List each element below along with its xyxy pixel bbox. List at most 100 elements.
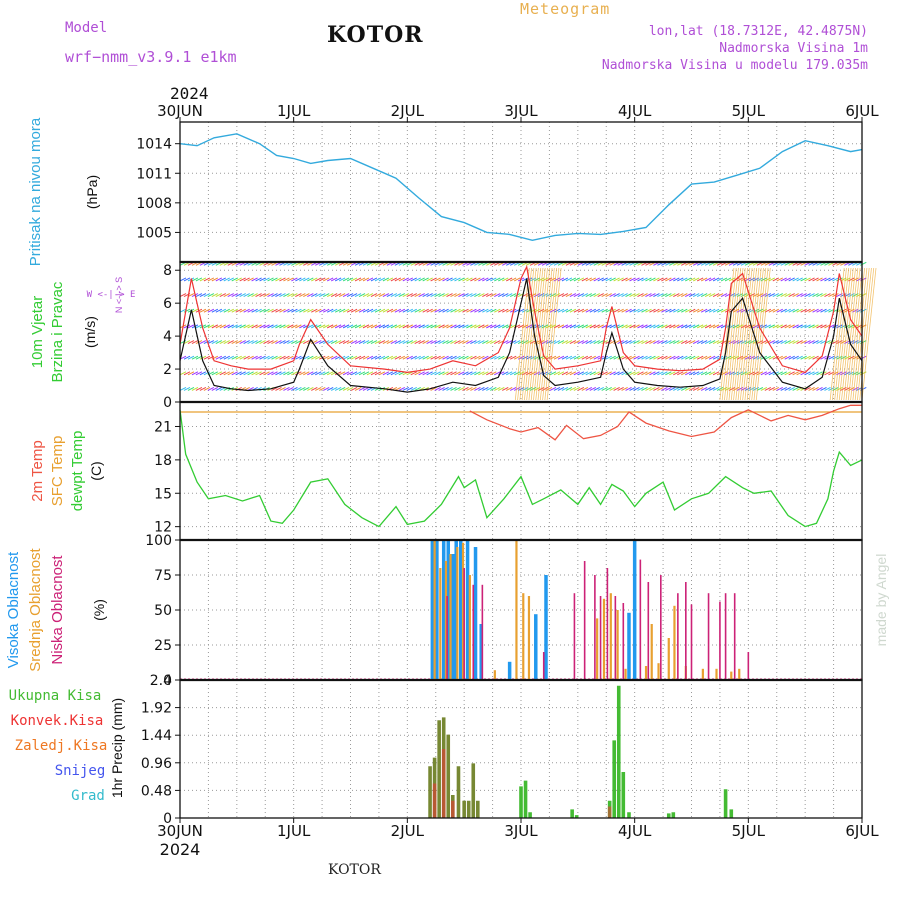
wind-barb <box>195 355 203 360</box>
wind-barb <box>450 308 457 313</box>
x-year-label: 2024 <box>160 840 201 859</box>
wind-barb <box>569 371 577 376</box>
wind-barb <box>231 293 238 298</box>
wind-barb <box>669 324 676 329</box>
wind-barb <box>577 371 585 376</box>
wind-barb <box>505 293 513 298</box>
x-tick-label-top: 1JUL <box>277 102 311 120</box>
wind-barb <box>490 308 497 313</box>
wind-barb <box>358 387 366 391</box>
y-tick-label: 1008 <box>136 196 172 212</box>
wind-barb <box>263 324 270 329</box>
cloud-bar-mid <box>515 540 518 680</box>
model-name: wrf−nmm_v3.9.1 e1km <box>65 48 237 66</box>
wind-barb <box>565 308 573 313</box>
wind-barb <box>418 340 425 344</box>
storm-barb <box>753 267 769 401</box>
wind-barb <box>263 293 270 298</box>
wind-barb <box>661 355 668 360</box>
wind-barb <box>486 340 493 344</box>
wind-barb <box>657 340 664 344</box>
wind-barb <box>784 324 791 329</box>
wind-barb <box>565 277 573 282</box>
cloud-axis-title-1: Visoka Oblacnost <box>5 551 22 668</box>
wind-barb <box>342 355 350 360</box>
wind-barb <box>768 355 776 360</box>
wind-barb <box>486 387 493 391</box>
wind-barb <box>342 308 350 313</box>
wind-barb <box>243 293 250 298</box>
wind-barb <box>685 340 692 344</box>
wind-barb <box>338 277 346 282</box>
wind-barb <box>350 371 358 376</box>
wind-barb <box>342 371 350 376</box>
wind-barb <box>418 293 425 298</box>
wind-barb <box>525 387 533 391</box>
wind-barb <box>430 355 437 360</box>
wind-barb <box>394 277 402 282</box>
storm-barb <box>834 267 850 401</box>
wind-barb <box>689 308 696 313</box>
wind-barb <box>362 308 370 313</box>
wind-barb <box>494 277 501 282</box>
wind-barb <box>251 308 258 313</box>
wind-barb <box>625 293 632 298</box>
wind-barb <box>780 277 787 282</box>
wind-barb <box>565 355 573 360</box>
wind-barb <box>295 277 302 282</box>
wind-barb <box>350 387 358 391</box>
wind-barb <box>426 308 433 313</box>
wind-barb <box>565 340 573 344</box>
wind-barb <box>816 308 823 313</box>
wind-barb <box>645 293 652 298</box>
wind-barb <box>311 324 318 329</box>
wind-barb <box>768 324 776 329</box>
storm-barb <box>744 267 760 401</box>
storm-barb <box>845 267 861 401</box>
wind-barb <box>617 277 624 282</box>
wind-barb <box>227 308 234 313</box>
wind-barb <box>231 371 238 376</box>
wind-barb <box>669 371 676 376</box>
wind-barb <box>505 371 513 376</box>
wind-barb <box>844 308 851 313</box>
wind-barb <box>422 355 429 360</box>
cloud-bar-high <box>632 540 637 680</box>
wind-barb <box>319 293 326 298</box>
wind-barb <box>585 277 593 282</box>
wind-barb <box>247 277 254 282</box>
wind-barb <box>677 340 684 344</box>
wind-barb <box>673 293 680 298</box>
precip-bar-convective <box>432 783 437 818</box>
wind-barb <box>677 387 684 391</box>
wind-barb <box>824 277 831 282</box>
wind-barb <box>283 371 290 376</box>
wind-barb <box>239 371 246 376</box>
wind-barb <box>406 340 413 344</box>
wind-barb <box>716 293 724 298</box>
wind-barb <box>756 308 764 313</box>
wind-barb <box>621 324 628 329</box>
wind-barb <box>283 387 290 391</box>
wind-barb <box>319 387 326 391</box>
wind-barb <box>637 387 644 391</box>
wind-barb <box>426 355 433 360</box>
wind-barb <box>665 324 672 329</box>
wind-barb <box>641 293 648 298</box>
wind-barb <box>398 387 406 391</box>
wind-barb <box>402 293 410 298</box>
cloud-bar-low <box>542 652 545 680</box>
wind-barb <box>287 308 294 313</box>
wind-barb <box>796 340 803 344</box>
cloud-bar-low <box>707 593 710 680</box>
wind-barb <box>498 324 505 329</box>
wind-barb <box>231 355 238 360</box>
wind-barb <box>581 340 589 344</box>
wind-barb <box>577 340 585 344</box>
wind-barb <box>187 355 195 360</box>
wind-barb <box>653 324 660 329</box>
wind-barb <box>434 293 441 298</box>
wind-barb <box>346 308 354 313</box>
wind-barb <box>247 293 254 298</box>
wind-barb <box>354 293 362 298</box>
